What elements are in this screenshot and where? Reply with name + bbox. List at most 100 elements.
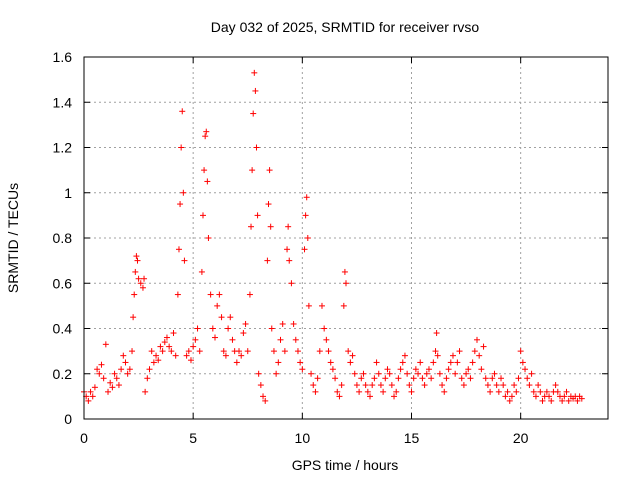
data-point bbox=[94, 366, 101, 373]
data-point bbox=[129, 348, 136, 355]
data-points bbox=[81, 69, 585, 404]
data-point bbox=[321, 325, 328, 332]
data-point bbox=[254, 212, 261, 219]
data-point bbox=[406, 382, 413, 389]
x-tick-label: 15 bbox=[404, 430, 420, 446]
data-point bbox=[305, 302, 312, 309]
data-point bbox=[146, 366, 153, 373]
data-point bbox=[133, 253, 140, 260]
data-point bbox=[251, 69, 258, 76]
data-point bbox=[207, 291, 214, 298]
data-point bbox=[262, 397, 269, 404]
data-point bbox=[318, 302, 325, 309]
data-point bbox=[517, 348, 524, 355]
data-point bbox=[474, 336, 480, 343]
data-point bbox=[190, 343, 197, 350]
data-point bbox=[141, 275, 148, 282]
data-point bbox=[312, 388, 319, 395]
data-point bbox=[508, 393, 515, 400]
data-point bbox=[122, 359, 129, 366]
data-point bbox=[487, 388, 494, 395]
data-point bbox=[270, 348, 277, 355]
data-point bbox=[126, 366, 133, 373]
data-point bbox=[561, 393, 568, 400]
data-point bbox=[356, 388, 363, 395]
data-point bbox=[443, 375, 450, 382]
data-point bbox=[471, 348, 478, 355]
data-point bbox=[452, 370, 459, 377]
data-point bbox=[456, 348, 463, 355]
data-point bbox=[150, 359, 157, 366]
data-point bbox=[563, 388, 570, 395]
y-tick-label: 1.6 bbox=[53, 49, 73, 65]
data-point bbox=[419, 375, 426, 382]
data-point bbox=[199, 212, 206, 219]
data-point bbox=[139, 284, 146, 291]
data-point bbox=[500, 382, 507, 389]
data-point bbox=[559, 397, 566, 404]
data-point bbox=[290, 320, 297, 327]
data-point bbox=[430, 359, 437, 366]
data-point bbox=[168, 348, 175, 355]
data-point bbox=[377, 382, 384, 389]
data-point bbox=[124, 370, 131, 377]
data-point bbox=[236, 348, 243, 355]
data-point bbox=[384, 366, 391, 373]
data-point bbox=[180, 189, 187, 196]
data-point bbox=[111, 370, 118, 377]
data-point bbox=[498, 375, 505, 382]
data-point bbox=[248, 223, 255, 230]
data-point bbox=[96, 370, 103, 377]
data-point bbox=[526, 382, 533, 389]
data-point bbox=[89, 393, 96, 400]
data-point bbox=[484, 382, 491, 389]
data-point bbox=[281, 348, 288, 355]
chart-title: Day 032 of 2025, SRMTID for receiver rvs… bbox=[211, 19, 480, 35]
data-point bbox=[469, 359, 476, 366]
data-point bbox=[181, 257, 188, 264]
data-point bbox=[202, 133, 209, 140]
data-point bbox=[179, 108, 186, 115]
data-point bbox=[252, 87, 259, 94]
data-point bbox=[478, 366, 485, 373]
data-point bbox=[222, 352, 229, 359]
data-point bbox=[279, 320, 286, 327]
data-point bbox=[148, 348, 155, 355]
data-point bbox=[574, 397, 581, 404]
data-point bbox=[502, 393, 509, 400]
data-point bbox=[467, 375, 474, 382]
data-point bbox=[511, 382, 518, 389]
data-point bbox=[212, 334, 218, 341]
data-point bbox=[408, 388, 415, 395]
grid bbox=[84, 57, 608, 419]
data-point bbox=[323, 336, 330, 343]
data-point bbox=[519, 359, 526, 366]
data-point bbox=[131, 291, 138, 298]
data-point bbox=[301, 246, 308, 253]
data-point bbox=[480, 343, 487, 350]
plot-frame bbox=[83, 56, 609, 420]
data-point bbox=[329, 366, 336, 373]
data-point bbox=[491, 370, 498, 377]
data-point bbox=[513, 388, 520, 395]
data-point bbox=[358, 375, 365, 382]
data-point bbox=[524, 375, 531, 382]
data-point bbox=[198, 268, 205, 275]
data-point bbox=[233, 359, 240, 366]
data-point bbox=[314, 375, 321, 382]
data-point bbox=[273, 370, 280, 377]
data-point bbox=[404, 370, 411, 377]
data-point bbox=[85, 397, 92, 404]
data-point bbox=[369, 382, 376, 389]
data-point bbox=[401, 352, 408, 359]
axes: 0 0.2 0.4 0.6 0.8 1 1.2 1.4 1.6 0 5 10 15 20 bbox=[53, 49, 608, 446]
data-point bbox=[249, 167, 256, 174]
data-point bbox=[364, 388, 371, 395]
data-point bbox=[543, 388, 550, 395]
data-point bbox=[493, 382, 500, 389]
data-point bbox=[410, 375, 417, 382]
data-point bbox=[250, 110, 257, 117]
y-tick-label: 0.2 bbox=[53, 366, 73, 382]
data-point bbox=[277, 336, 284, 343]
data-point bbox=[203, 128, 210, 135]
